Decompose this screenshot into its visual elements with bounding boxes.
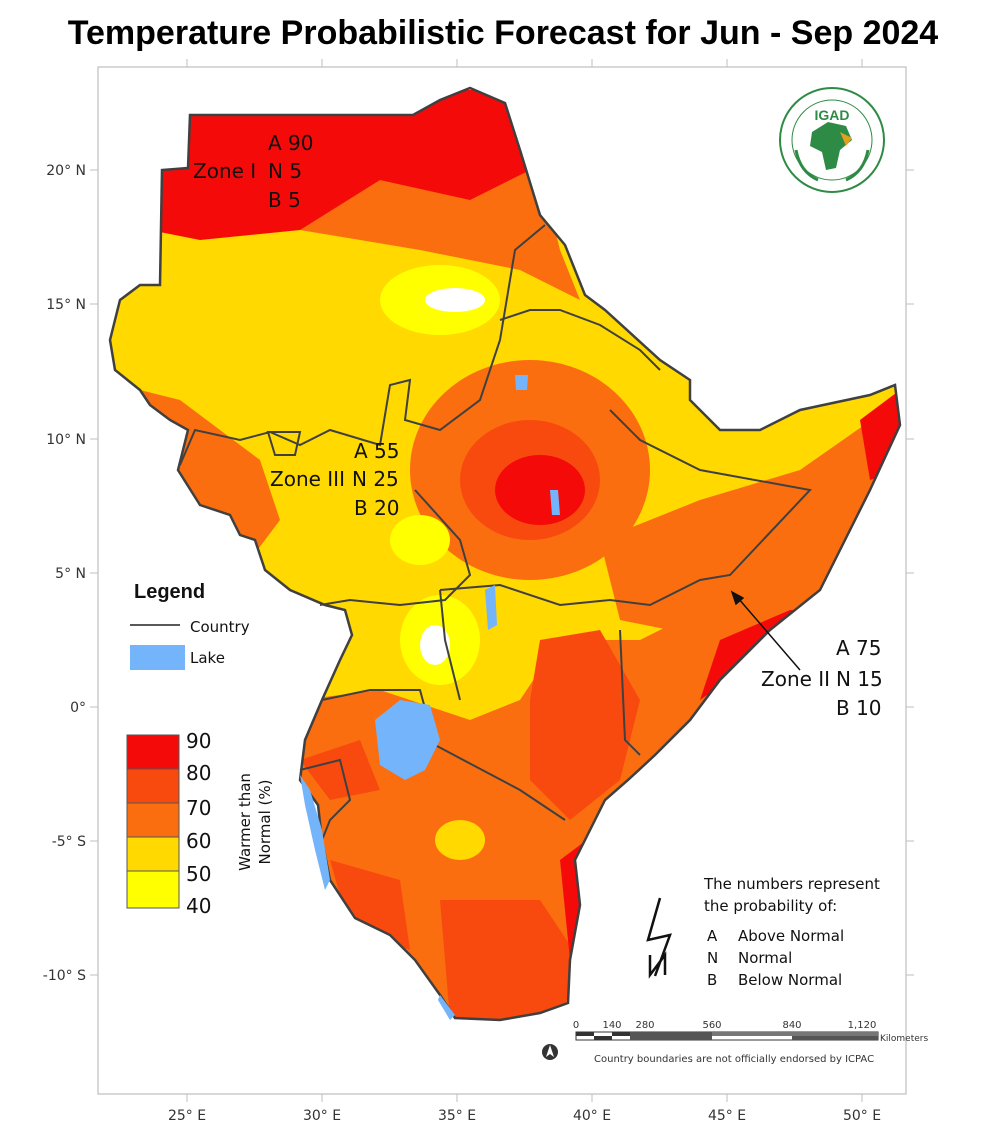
zone-iii-label: A 55 Zone III N 25 B 20 xyxy=(270,439,400,520)
scale-km-1120: 1,120 xyxy=(848,1020,877,1031)
lat-label-5s: -5° S xyxy=(52,834,86,850)
igad-logo: IGAD xyxy=(779,87,885,193)
zone-ii-name: Zone II xyxy=(761,667,830,691)
lat-label-5n: 5° N xyxy=(55,566,86,582)
scale-title-line1: Warmer than xyxy=(236,773,254,871)
legend-lake-label: Lake xyxy=(190,649,225,667)
north-arrow-icon xyxy=(646,897,672,979)
zone-i-n: N 5 xyxy=(268,159,302,183)
scale-km-560: 560 xyxy=(702,1020,721,1031)
note-key-n: N xyxy=(707,949,718,967)
scale-km-840: 840 xyxy=(782,1020,801,1031)
scale-unit: Kilometers xyxy=(880,1034,928,1044)
map-ticks xyxy=(90,59,914,1102)
scale-km-140: 140 xyxy=(602,1020,621,1031)
lat-label-15n: 15° N xyxy=(46,297,86,313)
zone-i-name: Zone I xyxy=(193,159,256,183)
zone-i-b: B 5 xyxy=(268,188,301,212)
zone-ii-b: B 10 xyxy=(836,696,882,720)
zone-ii-label: A 75 Zone II N 15 B 10 xyxy=(761,636,883,720)
lon-label-45: 45° E xyxy=(708,1108,746,1124)
lon-label-40: 40° E xyxy=(573,1108,611,1124)
zone-ii-a: A 75 xyxy=(836,636,882,660)
lat-label-0: 0° xyxy=(70,700,86,716)
scale-label-50: 50 xyxy=(186,862,211,886)
zone-ii-arrow xyxy=(730,590,801,671)
note-line1: The numbers represent xyxy=(703,875,880,893)
boundary-disclaimer: Country boundaries are not officially en… xyxy=(594,1054,874,1065)
lon-label-30: 30° E xyxy=(303,1108,341,1124)
zone-i-a: A 90 xyxy=(268,131,314,155)
scale-label-80: 80 xyxy=(186,761,211,785)
note-label-n: Normal xyxy=(738,949,792,967)
note-key-b: B xyxy=(707,971,717,989)
scale-swatch-70 xyxy=(126,802,180,838)
scale-label-60: 60 xyxy=(186,829,211,853)
lake-swatch xyxy=(130,645,185,670)
lon-label-50: 50° E xyxy=(843,1108,881,1124)
zone-iii-a: A 55 xyxy=(354,439,400,463)
scale-label-90: 90 xyxy=(186,729,211,753)
lat-label-20n: 20° N xyxy=(46,163,86,179)
map-title: Temperature Probabilistic Forecast for J… xyxy=(67,14,939,52)
small-north-icon xyxy=(542,1044,558,1060)
zone-iii-name: Zone III xyxy=(270,467,345,491)
scale-swatch-80 xyxy=(126,768,180,804)
region-outline xyxy=(108,86,902,1022)
scale-label-70: 70 xyxy=(186,796,211,820)
note-line2: the probability of: xyxy=(704,897,837,915)
lakes xyxy=(300,375,560,1020)
scale-km-280: 280 xyxy=(635,1020,654,1031)
igad-logo-text: IGAD xyxy=(815,107,850,123)
note-label-a: Above Normal xyxy=(738,927,844,945)
scale-km-0: 0 xyxy=(573,1020,579,1031)
zone-ii-n: N 15 xyxy=(836,667,883,691)
note-key-a: A xyxy=(707,927,718,945)
scale-bar: 0 140 280 560 840 1,120 Kilometers xyxy=(573,1020,929,1044)
scale-swatch-50 xyxy=(126,870,180,909)
zone-iii-b: B 20 xyxy=(354,496,400,520)
scale-swatch-60 xyxy=(126,836,180,872)
lat-label-10n: 10° N xyxy=(46,432,86,448)
lat-label-10s: -10° S xyxy=(43,968,86,984)
scale-swatch-90 xyxy=(126,734,180,770)
country-borders xyxy=(179,224,812,841)
legend: Legend Country Lake xyxy=(130,581,250,670)
legend-country-label: Country xyxy=(190,618,250,636)
legend-title: Legend xyxy=(134,581,205,603)
scale-title-line2: Normal (%) xyxy=(256,780,274,865)
zone-i-label: A 90 Zone I N 5 B 5 xyxy=(193,131,314,212)
scale-label-40: 40 xyxy=(186,894,211,918)
lon-label-25: 25° E xyxy=(168,1108,206,1124)
color-scale: 90 80 70 60 50 40 Warmer than Normal (%) xyxy=(126,729,274,918)
probability-note: The numbers represent the probability of… xyxy=(703,875,880,989)
zone-iii-n: N 25 xyxy=(352,467,399,491)
note-label-b: Below Normal xyxy=(738,971,842,989)
lon-label-35: 35° E xyxy=(438,1108,476,1124)
